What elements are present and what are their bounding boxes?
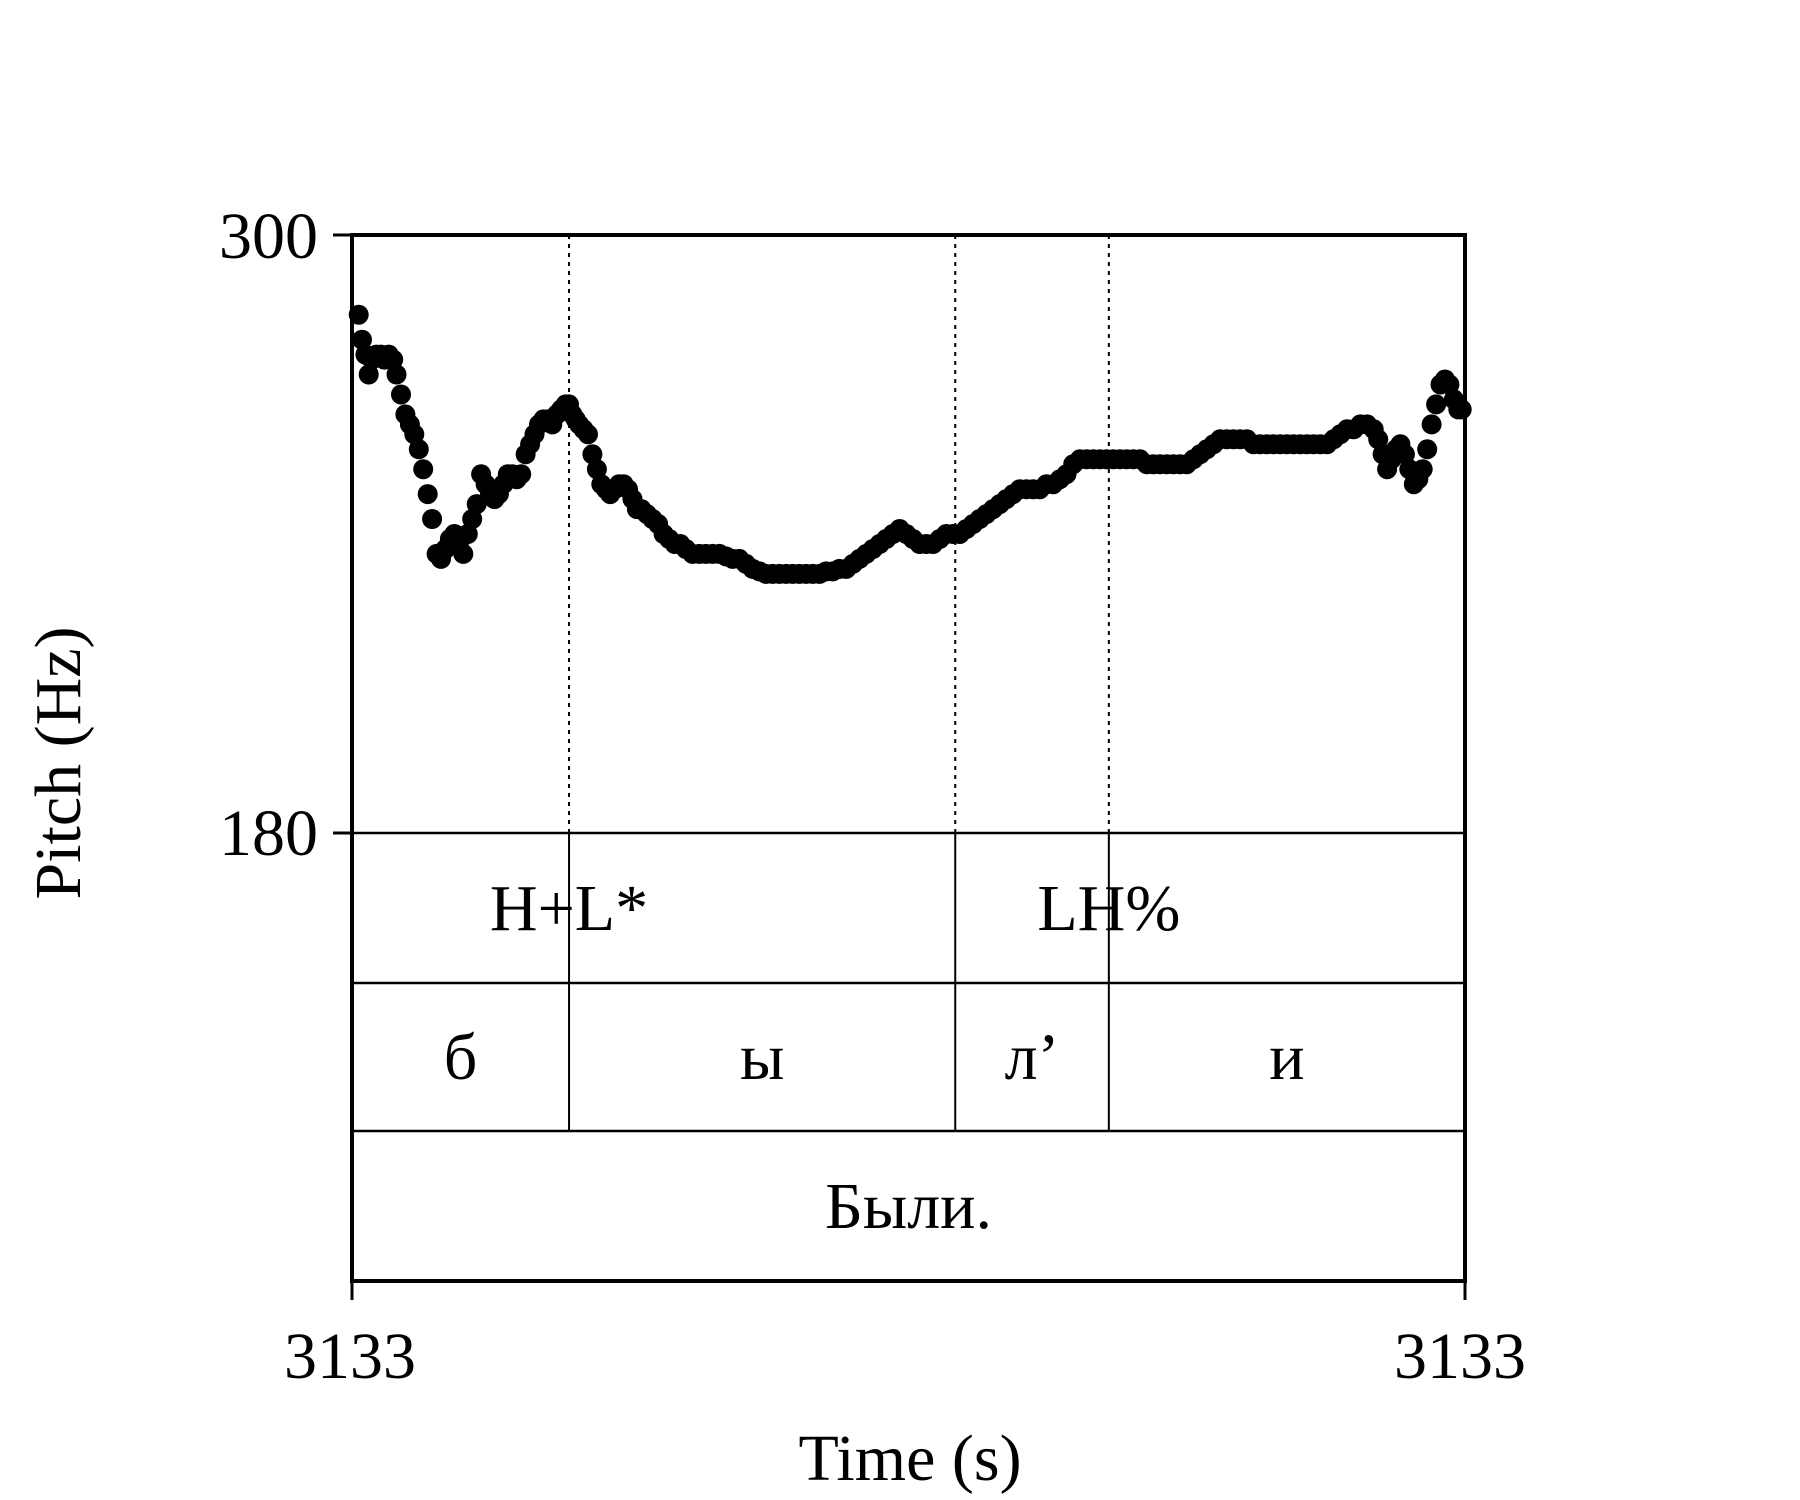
- y-tick-label-top: 300: [219, 200, 318, 273]
- pitch-point: [1412, 459, 1433, 480]
- tone-label-1: H+L*: [490, 872, 648, 945]
- pitch-point: [358, 364, 379, 385]
- pitch-point: [352, 329, 372, 350]
- segments-label-1: б: [444, 1021, 478, 1094]
- pitch-point: [1421, 414, 1442, 435]
- pitch-point: [578, 424, 598, 445]
- x-tick-label-right: 3133: [1394, 1320, 1526, 1393]
- pitch-point: [422, 509, 443, 529]
- x-axis-title: Time (s): [798, 1422, 1021, 1495]
- pitch-points: [348, 304, 1472, 584]
- plot-frame: [350, 233, 1467, 1283]
- y-tick-label-bottom: 180: [219, 797, 318, 870]
- pitch-point: [408, 439, 429, 460]
- segments-label-4: и: [1269, 1021, 1304, 1094]
- segments-label-2: ы: [740, 1021, 784, 1094]
- pitch-point: [1417, 439, 1438, 460]
- pitch-point: [453, 543, 474, 564]
- pitch-point: [1368, 429, 1389, 450]
- pitch-point: [511, 464, 532, 485]
- pitch-point: [1451, 399, 1472, 420]
- tone-label-2: LH%: [1037, 872, 1180, 945]
- pitch-point: [586, 459, 607, 480]
- pitch-point: [417, 484, 438, 505]
- segments-label-3: л’: [1005, 1021, 1060, 1094]
- x-tick-label-left: 3133: [284, 1320, 416, 1393]
- pitch-point: [383, 349, 404, 370]
- pitch-point: [391, 384, 411, 405]
- pitch-point: [413, 459, 434, 480]
- pitch-point: [386, 364, 407, 385]
- pitch-point: [404, 424, 425, 445]
- pitch-point: [457, 524, 478, 544]
- word-label-1: Были.: [825, 1170, 992, 1243]
- y-axis-title: Pitch (Hz): [22, 626, 95, 899]
- pitch-point: [1426, 394, 1447, 415]
- tier-labels: H+L* LH% б ы л’ и Были.: [444, 872, 1305, 1243]
- boundary-lines: [568, 235, 1110, 1131]
